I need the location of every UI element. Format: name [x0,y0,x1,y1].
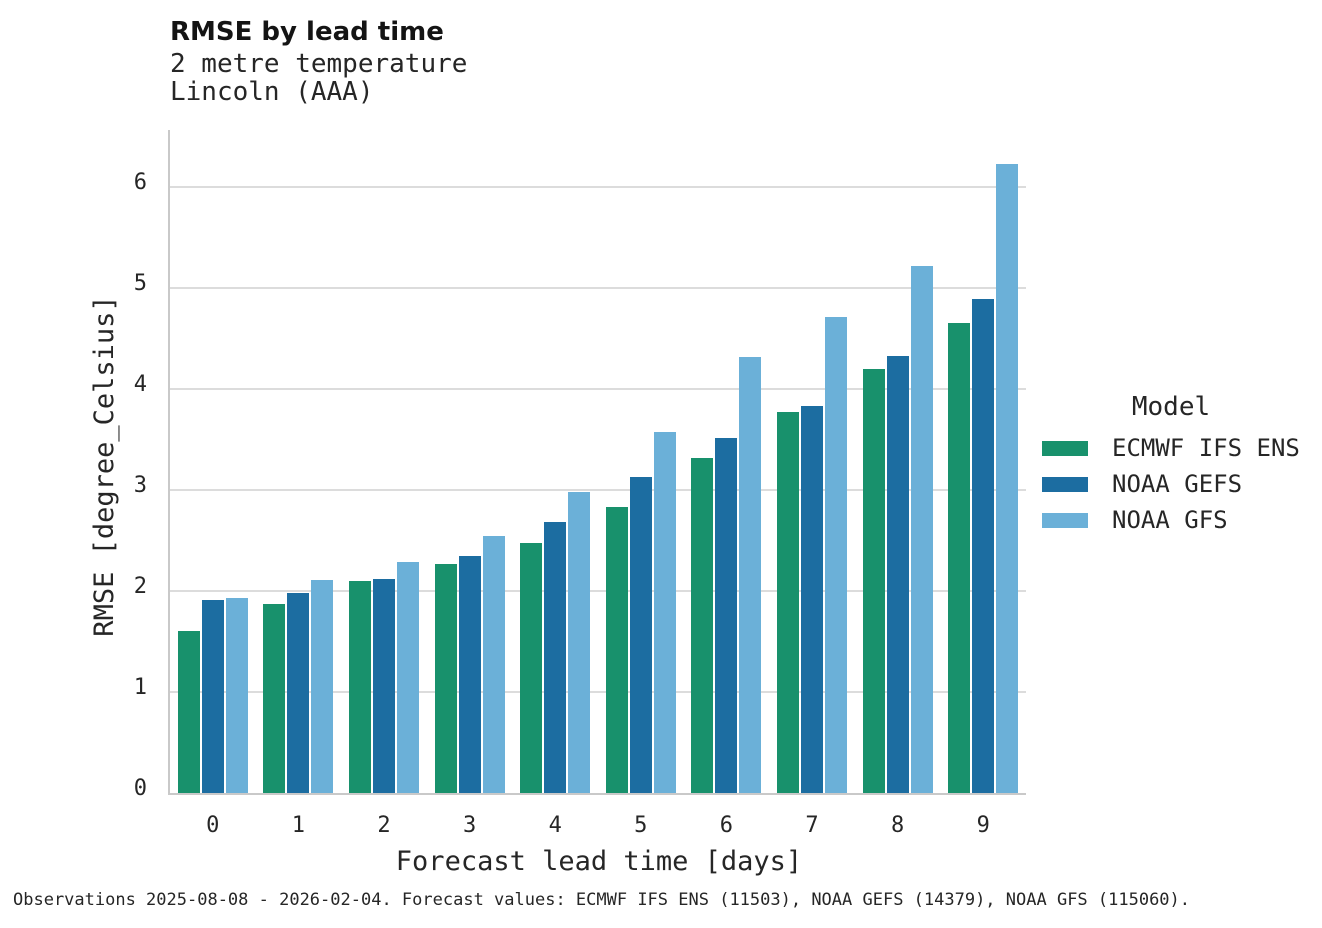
bar-noaa-gefs-day9 [972,299,995,793]
bar-noaa-gefs-day5 [629,477,652,793]
legend: Model ECMWF IFS ENS NOAA GEFS NOAA GFS [1042,392,1300,538]
bar-ecmwf-ifs-ens-day4 [520,543,543,793]
bar-group-day4 [512,130,598,793]
y-tick-label: 4 [133,372,147,397]
gridline-y5 [170,287,1026,289]
bar-group-day6 [684,130,770,793]
x-tick-label: 3 [462,813,477,838]
bar-group-day5 [598,130,684,793]
bar-ecmwf-ifs-ens-day5 [605,507,628,793]
plot-area [168,130,1026,795]
x-tick-label: 2 [377,813,391,838]
bar-ecmwf-ifs-ens-day9 [948,323,971,793]
bar-group-day0 [170,130,256,793]
legend-label: NOAA GFS [1112,506,1228,534]
footnote: Observations 2025-08-08 - 2026-02-04. Fo… [13,890,1191,910]
bar-noaa-gfs-day9 [996,164,1019,793]
bar-group-day2 [341,130,427,793]
y-tick-label: 2 [133,574,147,599]
legend-title: Model [1131,392,1211,422]
bar-noaa-gfs-day8 [910,266,933,793]
legend-row-ecmwf-ifs-ens: ECMWF IFS ENS [1042,430,1300,466]
x-tick-label: 0 [206,813,220,838]
legend-label: ECMWF IFS ENS [1112,434,1300,462]
x-tick-label: 1 [291,813,306,838]
legend-row-noaa-gfs: NOAA GFS [1042,502,1300,538]
y-tick-label: 5 [133,271,147,296]
bar-noaa-gefs-day0 [201,600,224,793]
bar-group-day3 [427,130,513,793]
bar-group-day7 [769,130,855,793]
bar-ecmwf-ifs-ens-day6 [691,458,714,793]
bar-ecmwf-ifs-ens-day1 [263,604,286,793]
bar-ecmwf-ifs-ens-day2 [348,581,371,793]
legend-label: NOAA GEFS [1112,470,1243,498]
x-tick-label: 6 [719,813,734,838]
x-tick-label: 5 [634,813,648,838]
bar-series-container [170,130,1026,793]
bar-group-day9 [940,130,1026,793]
legend-rows: ECMWF IFS ENS NOAA GEFS NOAA GFS [1042,430,1300,538]
bar-noaa-gfs-day2 [396,562,419,793]
bar-noaa-gefs-day2 [372,579,395,793]
bar-noaa-gfs-day1 [311,580,334,793]
y-axis-title: RMSE [degree_Celsius] [89,295,120,637]
bar-noaa-gfs-day3 [482,536,505,793]
x-tick-label: 9 [976,813,990,838]
legend-swatch-noaa-gefs [1042,476,1088,492]
bar-noaa-gfs-day4 [568,492,591,793]
y-tick-label: 3 [133,473,147,498]
gridline-y6 [170,186,1026,188]
bar-noaa-gefs-day8 [886,356,909,793]
gridline-y2 [170,590,1026,592]
x-tick-label: 4 [548,813,562,838]
y-tick-label: 6 [133,170,147,195]
gridline-y1 [170,691,1026,693]
bar-noaa-gfs-day6 [739,357,762,793]
bar-noaa-gfs-day0 [225,598,248,793]
legend-swatch-ecmwf-ifs-ens [1042,440,1088,456]
y-tick-label: 0 [133,776,147,801]
bar-ecmwf-ifs-ens-day3 [434,564,457,793]
bar-noaa-gefs-day7 [800,406,823,793]
x-axis-title: Forecast lead time [days] [395,846,803,877]
bar-group-day8 [855,130,941,793]
x-tick-label: 7 [805,813,819,838]
x-tick-label: 8 [890,813,905,838]
bar-noaa-gefs-day4 [544,522,567,793]
bar-noaa-gfs-day7 [824,317,847,793]
chart-title: RMSE by lead time [170,17,444,47]
bar-noaa-gfs-day5 [653,432,676,793]
gridline-y4 [170,388,1026,390]
bar-ecmwf-ifs-ens-day7 [776,412,799,793]
bar-noaa-gefs-day1 [287,593,310,793]
bar-ecmwf-ifs-ens-day0 [177,631,200,793]
chart-subtitle-variable: 2 metre temperature [170,49,468,79]
bar-ecmwf-ifs-ens-day8 [862,369,885,793]
bar-noaa-gefs-day6 [715,438,738,793]
bar-group-day1 [256,130,342,793]
gridline-y3 [170,489,1026,491]
bar-noaa-gefs-day3 [458,556,481,793]
y-tick-label: 1 [133,675,147,700]
legend-row-noaa-gefs: NOAA GEFS [1042,466,1300,502]
legend-swatch-noaa-gfs [1042,512,1088,528]
chart-subtitle-location: Lincoln (AAA) [170,77,374,107]
